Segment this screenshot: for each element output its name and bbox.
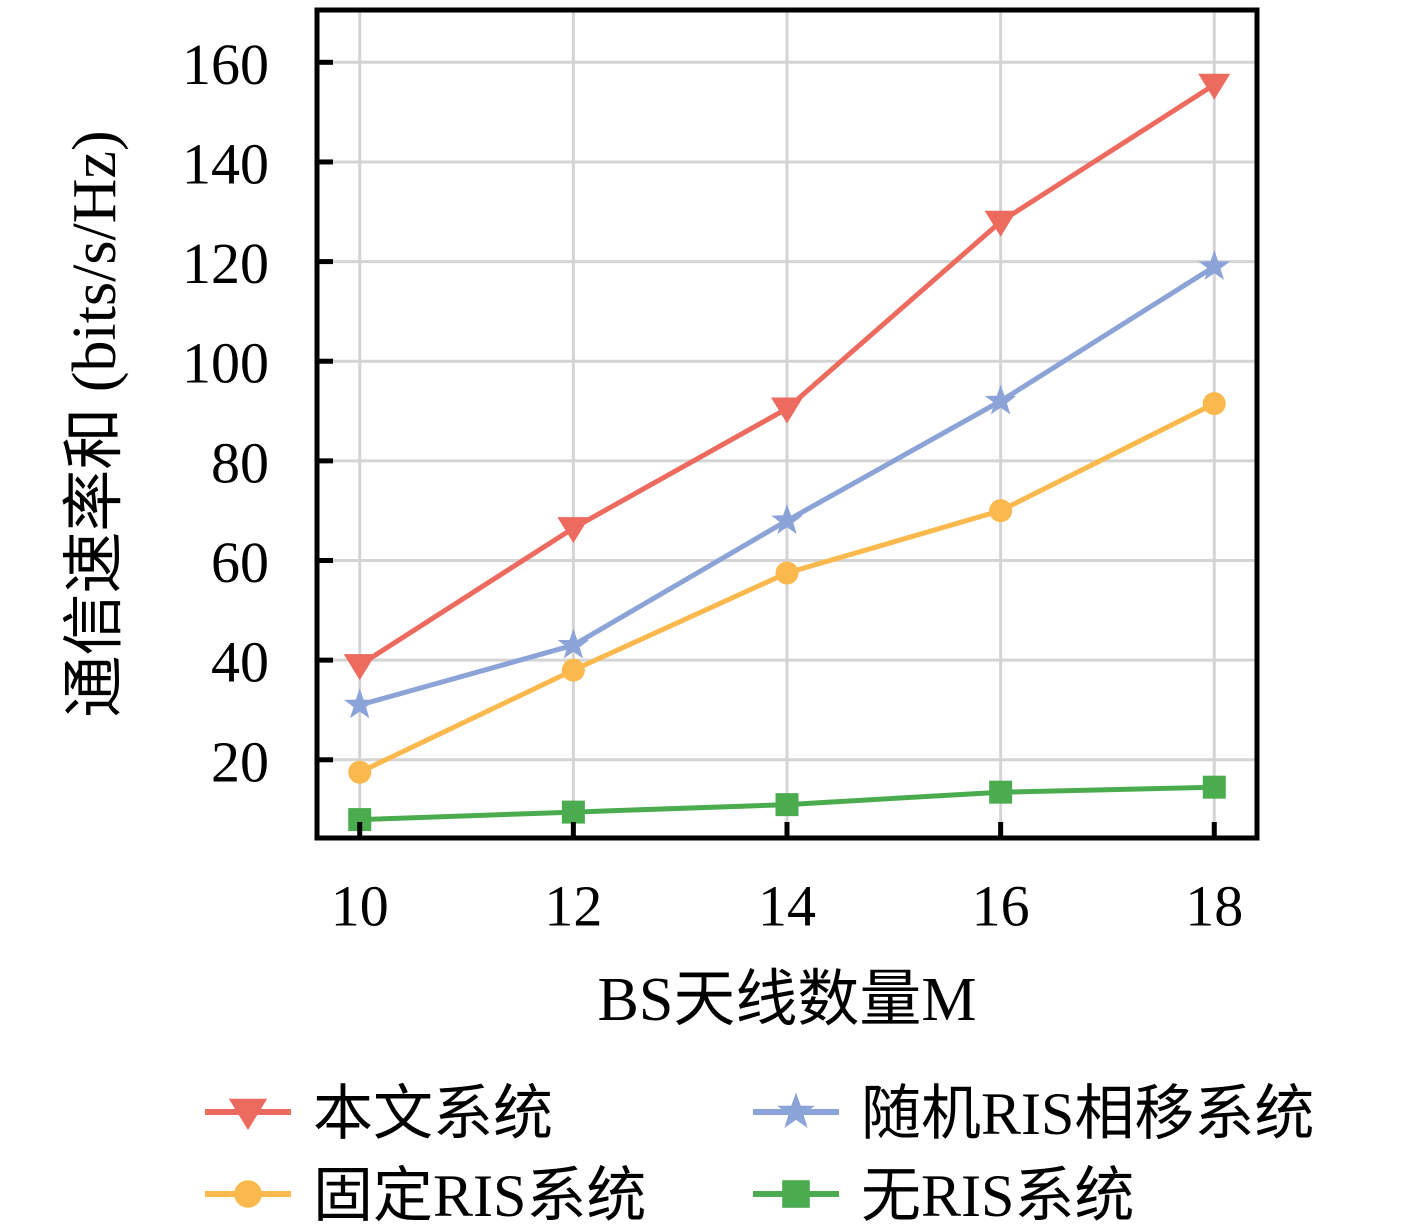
y-tick-label: 100 (182, 331, 269, 396)
y-tick-label: 160 (182, 32, 269, 97)
x-tick-label: 14 (758, 874, 816, 939)
legend-item-3: 无RIS系统 (753, 1163, 1134, 1228)
y-axis-title: 通信速率和 (bits/s/Hz) (61, 130, 129, 717)
series-marker-square (775, 793, 799, 817)
series-marker-star (777, 1092, 815, 1128)
series-marker-triangle-down (343, 654, 376, 681)
series-marker-triangle-down (771, 397, 803, 424)
series-marker-circle (989, 499, 1013, 523)
x-tick-label: 12 (544, 874, 602, 939)
grid-layer (317, 10, 1257, 838)
y-tick-label: 20 (211, 729, 269, 794)
y-tick-label: 80 (211, 430, 269, 495)
series-marker-triangle-down (984, 210, 1017, 237)
tick-label-layer: 20 40 60 80 100 120 140 160 10 12 14 16 18 (182, 32, 1243, 939)
x-tick-label: 18 (1185, 874, 1243, 939)
series-marker-star (557, 628, 590, 659)
series-marker-circle (1202, 392, 1226, 416)
series-marker-circle (775, 561, 799, 585)
legend-item-1: 固定RIS系统 (205, 1163, 646, 1228)
series-marker-circle (348, 760, 372, 784)
y-tick-label: 140 (182, 131, 269, 196)
series-marker-triangle-down (228, 1098, 268, 1130)
series-marker-square (348, 808, 372, 832)
x-tick-label: 10 (331, 874, 389, 939)
series-marker-star (771, 504, 803, 534)
series-marker-circle (561, 658, 585, 682)
series-marker-square (989, 780, 1013, 804)
legend-label-2: 随机RIS相移系统 (861, 1081, 1314, 1147)
series-marker-square (1202, 775, 1226, 799)
series-marker-square (782, 1180, 810, 1208)
series-layer (343, 73, 1231, 832)
series-marker-star (984, 384, 1017, 415)
series-marker-circle (234, 1180, 262, 1208)
series-marker-triangle-down (557, 517, 590, 544)
y-tick-label: 40 (211, 630, 269, 695)
axes-layer (314, 7, 1260, 841)
series-marker-star (344, 688, 376, 719)
legend-label-1: 固定RIS系统 (313, 1163, 646, 1228)
x-axis-title: BS天线数量M (598, 966, 977, 1034)
y-tick-label: 60 (211, 530, 269, 595)
legend-item-0: 本文系统 (205, 1081, 553, 1147)
legend-item-2: 随机RIS相移系统 (753, 1081, 1314, 1147)
series-marker-star (1198, 250, 1230, 280)
series-marker-square (561, 800, 585, 824)
legend-label-3: 无RIS系统 (861, 1163, 1134, 1228)
legend-label-0: 本文系统 (313, 1081, 553, 1147)
x-tick-label: 16 (972, 874, 1030, 939)
y-tick-label: 120 (182, 231, 269, 296)
series-marker-triangle-down (1198, 73, 1231, 100)
